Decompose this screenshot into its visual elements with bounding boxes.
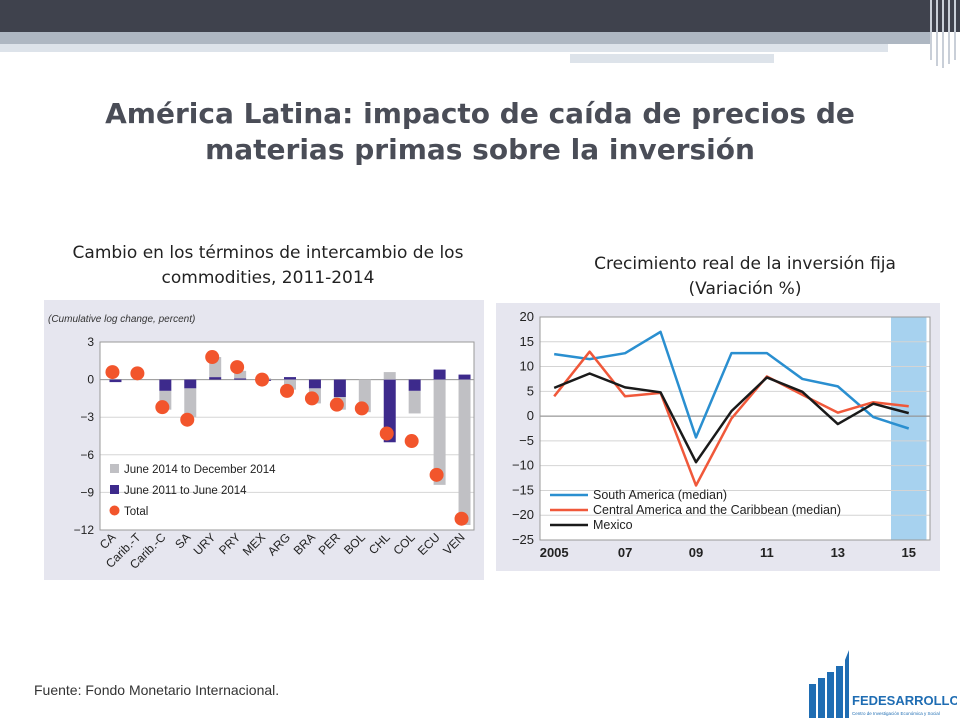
forecast-shading (891, 317, 927, 540)
terms-of-trade-chart: (Cumulative log change, percent) 3 0 −3 −6 −9… (44, 300, 484, 580)
bar-x-category-label: URY (191, 530, 219, 558)
total-dot (255, 372, 270, 387)
terms-of-trade-svg: (Cumulative log change, percent) 3 0 −3 −6 −9… (48, 314, 475, 572)
logo-tagline: Centro de Investigación Económica y Soci… (852, 711, 940, 716)
total-dot (155, 400, 170, 415)
investment-growth-svg: 20 15 10 5 0 −5 −10 −15 −20 −25 2005 07 09 11 13 15 Sout… (512, 309, 931, 560)
header-accent-strip (0, 32, 930, 44)
bar-segment-2011-2014 (159, 379, 172, 391)
line-x-tick-label: 2005 (540, 545, 569, 560)
total-dot (280, 383, 294, 398)
bar-x-category-label: ECU (415, 530, 443, 558)
bar-x-category-label: VEN (440, 530, 467, 557)
bar-segment-2011-2014 (458, 374, 471, 380)
bar-y-tick-label: −6 (80, 448, 94, 462)
bar-legend-label: June 2011 to June 2014 (124, 485, 247, 497)
total-dot (205, 350, 220, 365)
line-y-tick-label: −15 (512, 482, 534, 497)
line-x-tick-label: 15 (901, 545, 915, 560)
south-america-line (554, 330, 910, 439)
bar-legend-label: Total (124, 506, 148, 518)
bar-segment-2011-2014 (408, 379, 421, 391)
line-y-tick-label: 0 (527, 408, 534, 423)
bar-segment-2011-2014 (308, 379, 321, 389)
header-accent-strip-short (570, 54, 774, 63)
line-y-tick-label: −10 (512, 458, 534, 473)
logo-wordmark: FEDESARROLLO (852, 693, 957, 708)
header-accent-strip-light (0, 44, 888, 52)
bar-y-tick-label: −3 (80, 410, 94, 424)
total-dot (304, 391, 319, 406)
bar-x-category-label: CHL (366, 530, 393, 557)
bar-x-category-label: PRY (216, 530, 243, 557)
investment-growth-chart: 20 15 10 5 0 −5 −10 −15 −20 −25 2005 07 09 11 13 15 Sout… (496, 303, 940, 571)
bar-y-tick-label: 3 (87, 335, 94, 349)
total-dot (354, 401, 369, 416)
bar-segment-2011-2014 (234, 378, 247, 380)
bar-legend-swatch (109, 505, 120, 516)
total-dot (180, 412, 195, 427)
total-dot (130, 366, 145, 381)
top-header-bar (0, 0, 960, 32)
bar-segment-2014 (184, 388, 197, 418)
line-y-tick-label: 20 (520, 309, 534, 324)
fedesarrollo-logo: FEDESARROLLO Centro de Investigación Eco… (805, 650, 960, 720)
bar-x-category-label: MEX (240, 530, 268, 558)
slide-title: América Latina: impacto de caída de prec… (105, 97, 855, 166)
line-y-tick-label: −25 (512, 532, 534, 547)
line-y-tick-label: −20 (512, 507, 534, 522)
bar-segment-2014 (234, 370, 247, 379)
line-y-tick-label: 5 (527, 383, 534, 398)
bar-y-tick-label: −9 (80, 485, 94, 499)
bar-x-category-label: COL (390, 530, 418, 558)
bar-segment-2011-2014 (109, 379, 122, 383)
bar-y-tick-label: −12 (74, 523, 95, 537)
bar-segment-2014 (433, 379, 446, 485)
bar-legend-swatch (110, 464, 119, 473)
total-dot (404, 434, 419, 449)
right-chart-subtitle: Crecimiento real de la inversión fija (V… (594, 254, 896, 299)
fedesarrollo-logo-graphic: FEDESARROLLO Centro de Investigación Eco… (809, 650, 960, 718)
bar-segment-2014 (383, 372, 396, 380)
bar-segment-2011-2014 (184, 379, 197, 389)
source-footnote: Fuente: Fondo Monetario Internacional. (34, 682, 280, 698)
bar-x-category-label: PER (316, 530, 344, 558)
bar-plot-frame (99, 341, 475, 531)
line-x-tick-label: 13 (831, 545, 845, 560)
bar-segment-2014 (458, 379, 471, 525)
line-x-tick-label: 07 (618, 545, 632, 560)
total-dot (105, 365, 120, 380)
line-y-tick-label: −5 (519, 433, 534, 448)
bar-y-tick-label: 0 (87, 373, 94, 387)
line-legend-label: Mexico (593, 518, 633, 532)
bar-x-category-label: ARG (265, 530, 293, 558)
mexico-line (553, 372, 910, 464)
bar-segment-2011-2014 (284, 377, 296, 380)
bar-segment-2011-2014 (433, 369, 446, 380)
total-dot (379, 426, 394, 441)
bar-legend-label: June 2014 to December 2014 (124, 464, 276, 476)
line-x-tick-label: 09 (689, 545, 703, 560)
line-plot-frame (539, 316, 931, 541)
line-legend-label: Central America and the Caribbean (media… (593, 503, 841, 517)
total-dot (454, 511, 469, 526)
left-chart-subtitle: Cambio en los términos de intercambio de… (72, 243, 464, 288)
bar-plot-area (100, 342, 474, 530)
line-legend-label: South America (median) (593, 488, 727, 502)
corner-decoration (926, 0, 960, 68)
bar-legend-swatch (110, 485, 119, 494)
total-dot (429, 467, 444, 482)
total-dot (230, 360, 245, 375)
bar-chart-title: (Cumulative log change, percent) (48, 314, 195, 325)
bar-segment-2014 (408, 390, 421, 414)
bar-segment-2011-2014 (209, 377, 222, 380)
line-x-tick-label: 11 (760, 545, 774, 560)
bar-x-category-label: BOL (341, 530, 368, 557)
line-y-tick-label: 15 (520, 334, 534, 349)
bar-x-category-label: BRA (291, 530, 318, 557)
total-dot (329, 397, 344, 412)
line-y-tick-label: 10 (520, 359, 534, 374)
bar-segment-2011-2014 (333, 379, 346, 398)
